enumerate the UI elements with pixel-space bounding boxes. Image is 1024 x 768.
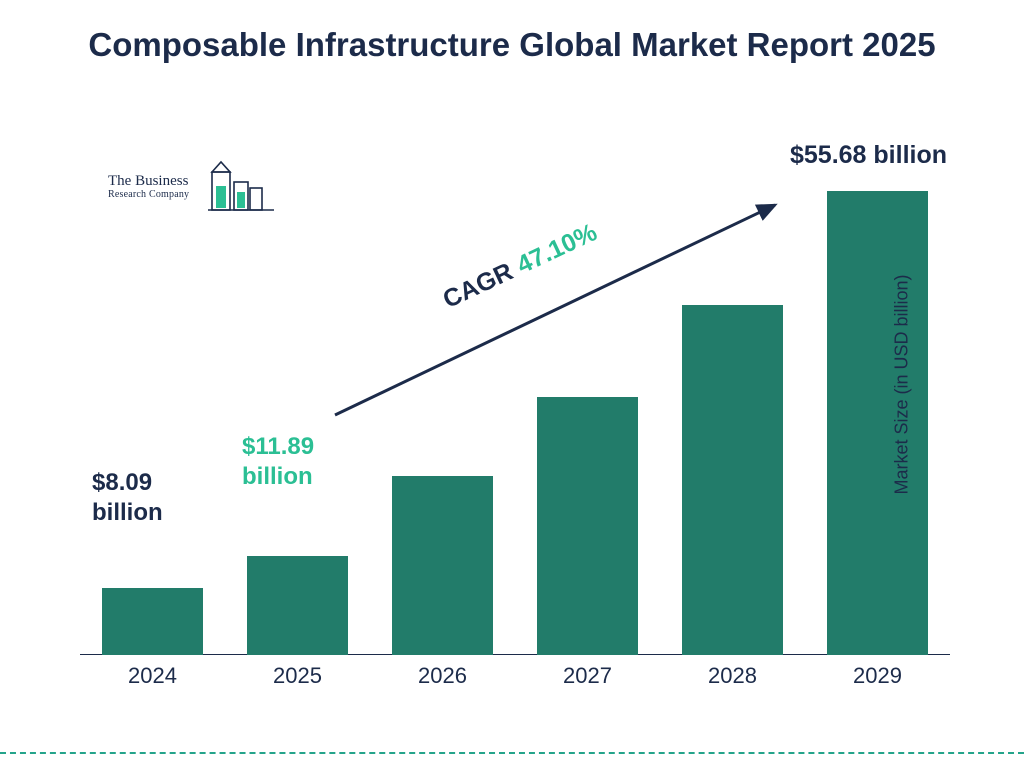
y-axis-label-container: Market Size (in USD billion) <box>792 0 1012 768</box>
value-label: $11.89billion <box>242 432 314 492</box>
bar <box>682 305 783 655</box>
x-axis-tick-label: 2028 <box>660 663 805 689</box>
y-axis-label: Market Size (in USD billion) <box>891 274 912 494</box>
x-axis-tick-label: 2026 <box>370 663 515 689</box>
bar <box>537 397 638 655</box>
chart-container: Composable Infrastructure Global Market … <box>0 0 1024 768</box>
x-axis-tick-label: 2024 <box>80 663 225 689</box>
x-axis-tick-label: 2025 <box>225 663 370 689</box>
bar <box>392 476 493 655</box>
value-label: $8.09billion <box>92 468 163 528</box>
bar <box>247 556 348 655</box>
footer-divider <box>0 752 1024 754</box>
x-axis-tick-label: 2027 <box>515 663 660 689</box>
bar <box>102 588 203 655</box>
